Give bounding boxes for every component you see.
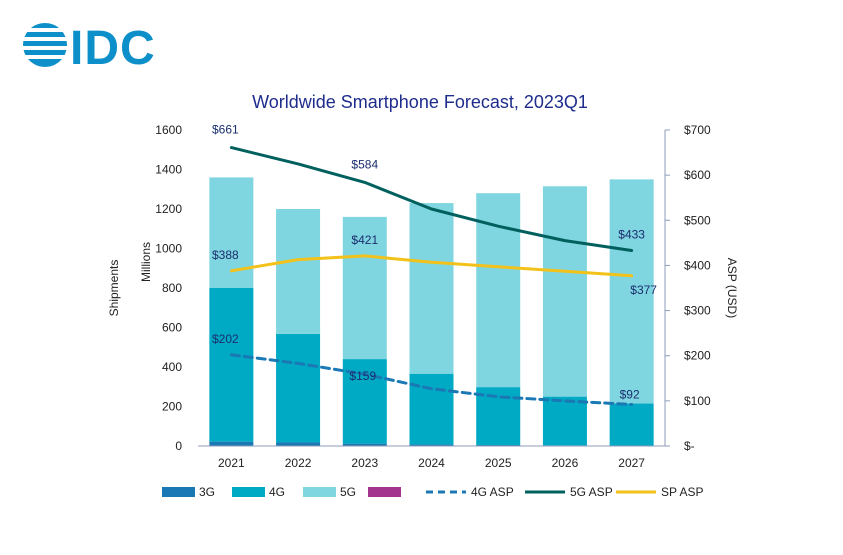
data-label: $377 — [630, 283, 657, 297]
x-tick-label: 2021 — [218, 456, 245, 470]
bar-3g-2023 — [342, 443, 387, 446]
bar-5g-2023 — [342, 216, 387, 360]
legend-swatch-series3 — [368, 487, 401, 497]
y-right-tick: $600 — [684, 168, 711, 182]
x-tick-label: 2027 — [618, 456, 645, 470]
legend-label-4g: 4G — [269, 485, 285, 499]
y-left-tick: 1400 — [155, 163, 182, 177]
y-right-tick: $700 — [684, 123, 711, 137]
data-label: $584 — [351, 157, 378, 171]
x-tick-label: 2025 — [485, 456, 512, 470]
data-label: $92 — [620, 387, 640, 401]
data-label: $661 — [212, 123, 239, 137]
y-right-label: ASP (USD) — [725, 258, 739, 318]
chart-title: Worldwide Smartphone Forecast, 2023Q1 — [252, 92, 588, 112]
data-label: $388 — [212, 248, 239, 262]
bar-3g-2022 — [276, 442, 321, 446]
idc-logo: IDC — [21, 22, 156, 75]
x-tick-label: 2023 — [351, 456, 378, 470]
y-left-tick: 200 — [162, 400, 182, 414]
bar-5g-2026 — [542, 186, 587, 397]
y-left-tick: 800 — [162, 281, 182, 295]
bar-3g-2024 — [409, 444, 454, 446]
legend-swatch-4g — [232, 487, 265, 497]
y-left-tick: 600 — [162, 321, 182, 335]
data-label: $159 — [349, 369, 376, 383]
x-tick-label: 2024 — [418, 456, 445, 470]
y-left-tick: 400 — [162, 360, 182, 374]
y-left-sublabel: Millions — [139, 242, 153, 282]
y-left-label: Shipments — [107, 260, 121, 317]
bar-5g-2022 — [276, 209, 321, 334]
line-5g-asp — [229, 146, 634, 252]
logo-text: IDC — [70, 22, 156, 75]
line-sp-asp — [229, 254, 634, 278]
bar-4g-2021 — [209, 288, 254, 442]
y-right-tick: $100 — [684, 394, 711, 408]
bar-3g-2021 — [209, 441, 254, 446]
y-right-tick: $- — [684, 439, 695, 453]
bar-4g-2022 — [276, 333, 321, 443]
y-right-tick: $400 — [684, 258, 711, 272]
legend-label-sp-asp: SP ASP — [661, 485, 703, 499]
data-label: $202 — [212, 332, 239, 346]
bar-5g-2024 — [409, 203, 454, 374]
y-left-tick: 1000 — [155, 242, 182, 256]
data-label: $421 — [351, 233, 378, 247]
line-4g-asp — [229, 353, 634, 406]
bar-4g-2026 — [542, 396, 587, 446]
legend-label-4g-asp: 4G ASP — [471, 485, 514, 499]
y-right-tick: $500 — [684, 213, 711, 227]
x-tick-label: 2026 — [552, 456, 579, 470]
legend-label-5g-asp: 5G ASP — [570, 485, 613, 499]
bar-5g-2027 — [609, 179, 654, 404]
bar-4g-2027 — [609, 403, 654, 446]
y-left-tick: 0 — [175, 439, 182, 453]
globe-icon — [21, 23, 69, 67]
legend-label-5g: 5G — [340, 485, 356, 499]
x-tick-label: 2022 — [285, 456, 312, 470]
legend-label-3g: 3G — [199, 485, 215, 499]
y-left-tick: 1600 — [155, 123, 182, 137]
legend-swatch-5g — [303, 487, 336, 497]
y-right-tick: $200 — [684, 349, 711, 363]
y-left-tick: 1200 — [155, 202, 182, 216]
legend-swatch-3g — [162, 487, 195, 497]
y-right-tick: $300 — [684, 304, 711, 318]
data-label: $433 — [618, 228, 645, 242]
